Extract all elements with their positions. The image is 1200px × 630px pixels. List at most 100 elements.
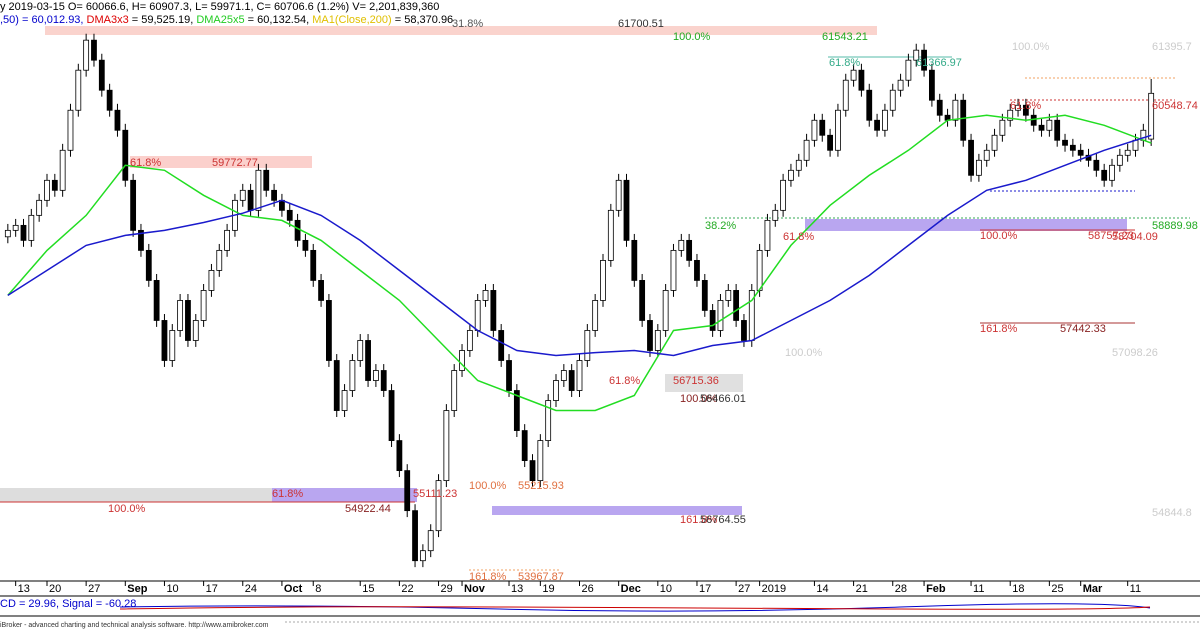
candle-body: [451, 370, 458, 411]
candle-body: [717, 300, 724, 331]
x-tick-label: 24: [245, 583, 257, 595]
candle-body: [122, 129, 129, 181]
candle-body: [991, 134, 998, 151]
zone: [272, 488, 417, 502]
candle-body: [1054, 119, 1061, 141]
candle-body: [271, 189, 277, 201]
annotation: 59772.77: [212, 157, 258, 169]
x-tick-label: 10: [166, 583, 178, 595]
candle-body: [114, 109, 121, 131]
annotation: 100.0%: [785, 347, 823, 359]
candle-body: [928, 69, 935, 101]
candle-body: [357, 340, 364, 361]
candle-body: [545, 400, 552, 441]
candle-body: [741, 320, 747, 341]
candle-body: [866, 89, 873, 121]
candle-body: [858, 69, 865, 91]
candle-body: [36, 199, 43, 216]
candle-body: [615, 179, 622, 211]
x-tick-label: 25: [1051, 583, 1063, 595]
x-tick-label: 19: [542, 583, 554, 595]
annotation: 61700.51: [618, 18, 664, 30]
candle-body: [788, 169, 794, 181]
candle-body: [474, 300, 481, 331]
candle-body: [466, 330, 473, 351]
candle-body: [91, 39, 97, 61]
candle-body: [560, 370, 567, 381]
candle-body: [20, 224, 27, 241]
annotation: 100.0%: [673, 31, 711, 43]
candle-body: [1148, 92, 1155, 140]
candle-body: [529, 460, 536, 482]
annotation: 54844.8: [1152, 507, 1192, 519]
candle-body: [1124, 149, 1131, 156]
candle-body: [67, 109, 74, 151]
x-tick-label: Oct: [284, 583, 303, 595]
x-tick-label: 17: [699, 583, 711, 595]
candle-body: [185, 300, 191, 341]
candle-body: [106, 89, 113, 111]
candle-body: [1093, 159, 1100, 171]
candle-body: [709, 310, 716, 331]
legend-entry: MA1(Close,200): [312, 14, 391, 26]
candle-body: [1132, 139, 1139, 151]
x-tick-label: 29: [441, 583, 453, 595]
candle-body: [842, 79, 849, 111]
candle-body: [130, 179, 137, 231]
annotation: 56715.36: [673, 375, 719, 387]
annotation: 38.2%: [705, 220, 736, 232]
candle-body: [537, 440, 544, 482]
candle-body: [905, 59, 912, 81]
annotation: 61.8%: [272, 488, 303, 500]
annotation: 54922.44: [345, 503, 391, 515]
annotation: 61.8%: [1010, 100, 1041, 112]
annotation: 61.8%: [783, 231, 814, 243]
candle-body: [639, 280, 646, 321]
x-tick-label: 11: [973, 583, 984, 595]
candle-body: [553, 380, 559, 401]
zone: [805, 219, 1127, 231]
annotation: 61.8%: [609, 375, 640, 387]
annotation: 161.8%: [980, 323, 1018, 335]
candle-body: [161, 320, 168, 361]
candle-body: [936, 99, 943, 116]
candle-body: [435, 480, 442, 532]
legend-entry: = 60,132.54,: [245, 14, 313, 26]
annotation: 100.0%: [469, 480, 507, 492]
annotation: 57098.26: [1112, 347, 1158, 359]
candle-body: [623, 179, 630, 241]
candle-body: [349, 360, 356, 391]
candle-body: [694, 259, 700, 281]
candle-body: [498, 330, 505, 361]
candle-body: [678, 239, 685, 251]
candle-body: [733, 290, 740, 321]
candle-body: [145, 249, 152, 281]
signal-line: [119, 606, 1151, 610]
candle-body: [12, 224, 19, 231]
candle-body: [388, 390, 395, 441]
candle-body: [153, 280, 160, 321]
x-tick-label: 8: [315, 583, 321, 595]
candle-body: [365, 340, 371, 381]
zone: [665, 374, 743, 392]
candle-body: [647, 320, 653, 351]
candle-body: [584, 330, 591, 361]
candle-body: [1101, 169, 1108, 181]
annotation: 161.8%: [469, 571, 507, 583]
x-tick-label: Mar: [1083, 583, 1103, 595]
annotation: 60548.74: [1152, 100, 1198, 112]
candle-body: [874, 119, 880, 131]
candle-body: [631, 239, 638, 281]
candle-body: [780, 179, 787, 211]
annotation: 61543.21: [822, 31, 868, 43]
candle-body: [247, 189, 254, 211]
x-tick-label: 2019: [762, 583, 786, 595]
candle-body: [216, 249, 223, 271]
x-tick-label: 13: [511, 583, 523, 595]
candle-body: [341, 390, 348, 411]
candle-body: [600, 259, 606, 301]
legend-entry: ,50) = 60,012.93,: [0, 14, 87, 26]
candle-body: [404, 470, 411, 512]
